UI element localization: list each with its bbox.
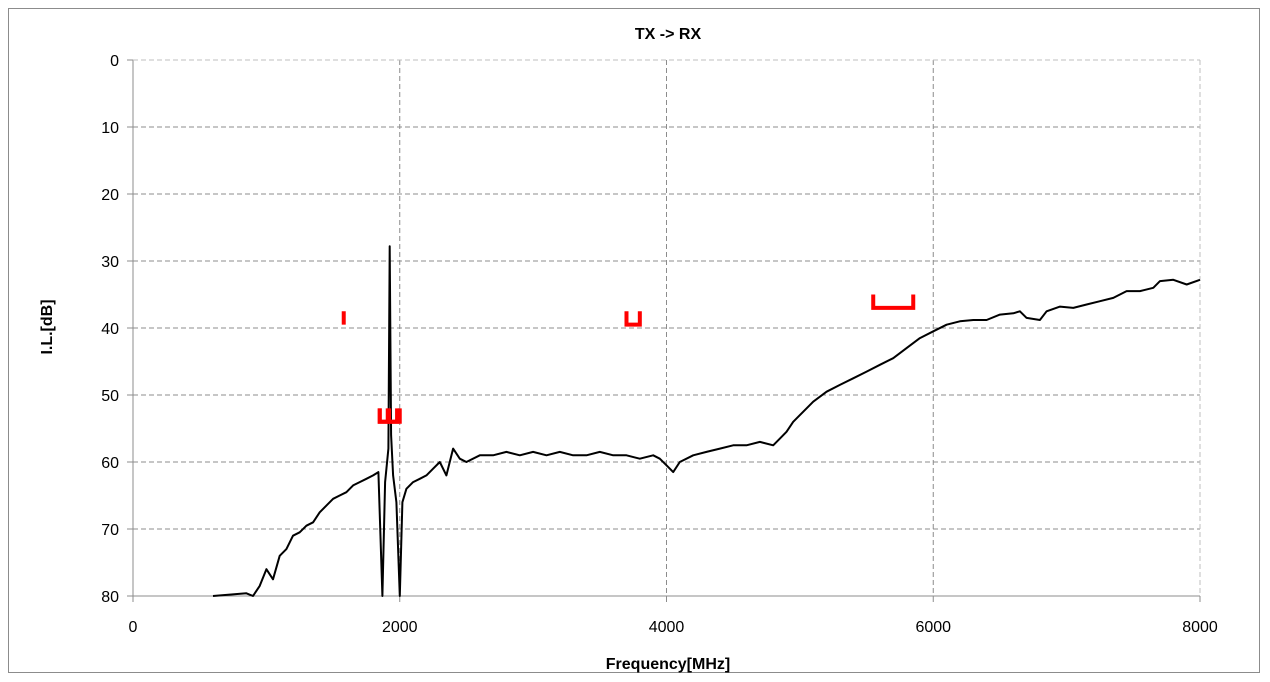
spec-marker xyxy=(387,408,400,424)
spec-marker xyxy=(624,311,642,327)
spec-marker xyxy=(871,294,916,310)
y-tick-label: 50 xyxy=(101,388,119,405)
y-tick-label: 70 xyxy=(101,522,119,539)
spec-marker xyxy=(377,408,390,424)
x-tick-label: 0 xyxy=(129,619,138,636)
x-tick-label: 6000 xyxy=(915,619,951,636)
y-tick-label: 20 xyxy=(101,187,119,204)
spec-markers xyxy=(341,294,916,424)
x-tick-label: 4000 xyxy=(649,619,685,636)
y-tick-label: 60 xyxy=(101,455,119,472)
x-axis-label: Frequency[MHz] xyxy=(606,656,730,673)
plot-area-border xyxy=(127,59,1201,602)
tick-labels: 0 10 20 30 40 50 60 70 80 0 2000 4000 6000 8000 xyxy=(101,53,1218,636)
x-tick-label: 2000 xyxy=(382,619,418,636)
y-tick-label: 40 xyxy=(101,321,119,338)
y-tick-label: 0 xyxy=(110,53,119,70)
series-line xyxy=(212,245,1201,597)
y-tick-label: 80 xyxy=(101,589,119,606)
chart-frame xyxy=(8,8,1260,673)
series-layer xyxy=(212,245,1201,597)
y-tick-label: 30 xyxy=(101,254,119,271)
chart-title: TX -> RX xyxy=(635,26,702,43)
x-tick-label: 8000 xyxy=(1182,619,1218,636)
grid-lines xyxy=(133,60,1200,596)
y-axis-label: I.L.[dB] xyxy=(39,299,56,354)
y-tick-label: 10 xyxy=(101,120,119,137)
